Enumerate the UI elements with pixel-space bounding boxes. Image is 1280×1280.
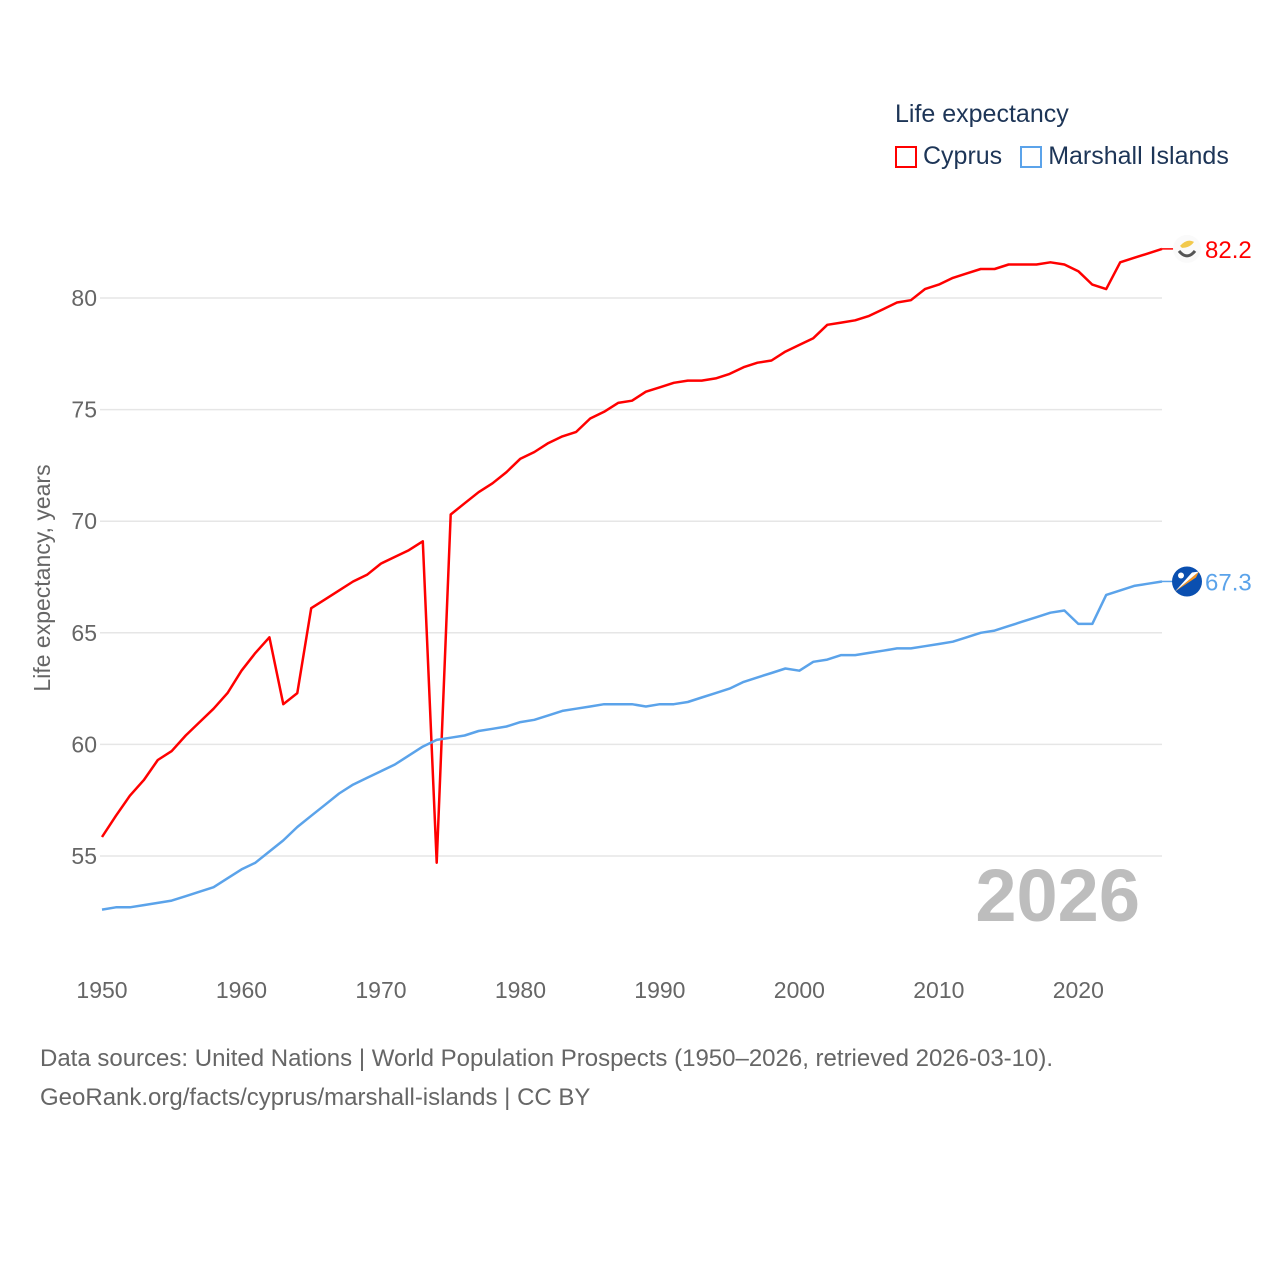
legend-item-marshall-islands[interactable]: Marshall Islands (1020, 142, 1229, 171)
end-value-label: 82.2 (1205, 237, 1252, 264)
olive-branch-glyph (1177, 249, 1197, 258)
x-tick-label: 2010 (913, 977, 964, 1003)
x-tick-label: 2020 (1053, 977, 1104, 1003)
flag-star (1178, 572, 1184, 579)
series-line-marshall-islands (101, 580, 1163, 911)
y-tick-label: 65 (71, 620, 97, 646)
legend-swatch-marshall-islands (1020, 145, 1043, 168)
legend-swatch-cyprus (895, 145, 917, 168)
legend-label: Marshall Islands (1048, 142, 1229, 170)
current-year-label: 2026 (975, 854, 1140, 937)
y-tick-label: 60 (71, 731, 97, 757)
y-axis-label: Life expectancy, years (29, 464, 55, 691)
x-tick-label: 1970 (355, 977, 406, 1003)
x-tick-label: 1990 (634, 977, 685, 1003)
legend: Cyprus Marshall Islands (895, 142, 1247, 171)
y-tick-label: 55 (71, 843, 97, 869)
x-tick-label: 2000 (774, 977, 825, 1003)
series-line-cyprus (100, 247, 1163, 864)
x-tick-label: 1980 (495, 977, 546, 1003)
cyprus-map-glyph (1180, 240, 1194, 248)
legend-label: Cyprus (923, 142, 1003, 170)
data-source-text: Data sources: United Nations | World Pop… (40, 1045, 1054, 1072)
legend-title: Life expectancy (895, 100, 1069, 128)
end-value-label: 67.3 (1205, 569, 1252, 596)
x-tick-label: 1950 (76, 977, 127, 1003)
y-tick-label: 80 (71, 285, 97, 311)
cyprus-flag-icon (1173, 234, 1201, 263)
y-tick-label: 70 (71, 508, 97, 534)
attribution-text: GeoRank.org/facts/cyprus/marshall-island… (40, 1084, 591, 1111)
y-tick-label: 75 (71, 397, 97, 423)
x-tick-label: 1960 (216, 977, 267, 1003)
flag-stripe-white (1175, 571, 1199, 592)
legend-item-cyprus[interactable]: Cyprus (895, 142, 1002, 171)
